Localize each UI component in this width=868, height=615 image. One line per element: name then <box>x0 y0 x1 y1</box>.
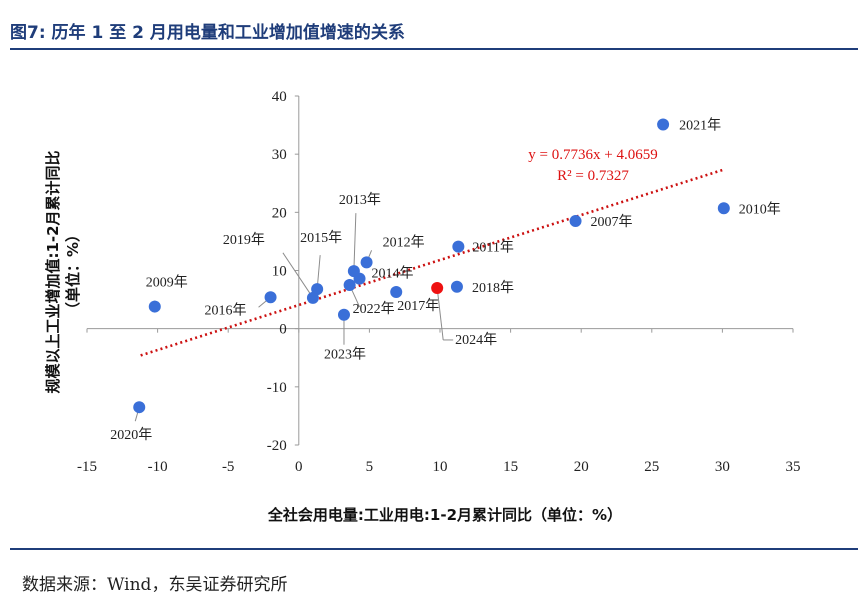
point-label: 2010年 <box>739 201 781 217</box>
point-label: 2012年 <box>383 234 425 250</box>
x-tick-label: 30 <box>715 459 730 475</box>
x-tick-label: -10 <box>148 459 168 475</box>
trendline <box>140 168 723 357</box>
label-leader-line <box>353 213 357 272</box>
point-label: 2019年 <box>223 232 265 248</box>
data-point <box>264 291 277 304</box>
data-point <box>450 280 463 293</box>
y-tick-label: 30 <box>272 147 287 163</box>
title-divider <box>10 48 858 50</box>
data-point <box>353 272 366 285</box>
x-tick-labels: -15 -10 -5 0 5 10 15 20 25 30 35 <box>77 459 801 475</box>
x-axis-label: 全社会用电量:工业用电:1-2月累计同比（单位：%） <box>267 506 622 524</box>
footer-divider <box>10 548 858 550</box>
source-note: 数据来源：Wind，东吴证券研究所 <box>22 575 288 595</box>
trendline-equation: y = 0.7736x + 4.0659 <box>528 147 657 163</box>
point-label: 2016年 <box>205 302 247 318</box>
figure-title: 图7: 历年 1 至 2 月用电量和工业增加值增速的关系 <box>10 23 405 43</box>
point-label: 2017年 <box>397 298 439 314</box>
y-tick-labels: -20 -10 0 10 20 30 40 <box>267 89 287 454</box>
data-point <box>306 291 319 304</box>
point-label: 2020年 <box>110 427 152 443</box>
x-tick-label: 25 <box>644 459 659 475</box>
x-tick-label: -5 <box>222 459 235 475</box>
point-label: 2007年 <box>591 214 633 230</box>
point-label: 2024年 <box>455 332 497 348</box>
data-point <box>343 279 356 292</box>
data-point-highlight <box>431 281 444 294</box>
data-point <box>717 202 730 215</box>
point-label: 2022年 <box>353 301 395 317</box>
point-label: 2014年 <box>372 266 414 282</box>
label-leader-line <box>436 287 444 341</box>
y-tick-label: 0 <box>279 322 287 338</box>
axes <box>86 95 794 446</box>
y-tick-label: -10 <box>267 380 287 396</box>
point-label: 2018年 <box>472 280 514 296</box>
x-tick-label: 35 <box>786 459 801 475</box>
point-label: 2023年 <box>324 347 366 363</box>
x-tick-label: 20 <box>574 459 589 475</box>
data-point <box>569 215 582 228</box>
x-tick-label: 10 <box>433 459 448 475</box>
data-point <box>657 118 670 131</box>
point-labels: 2021年 2010年 2007年 2011年 2012年 2013年 2014年 2015年… <box>110 118 781 444</box>
point-label: 2009年 <box>146 275 188 291</box>
scatter-chart: -15 -10 -5 0 5 10 15 20 25 30 35 -20 -10 0 10 20 30 40 y… <box>44 89 801 524</box>
y-tick-label: -20 <box>267 438 287 454</box>
point-label: 2021年 <box>679 118 721 134</box>
point-label: 2011年 <box>472 240 513 256</box>
label-leader-line <box>282 252 314 299</box>
y-axis-label-line2: （单位：%） <box>64 227 82 317</box>
point-label: 2013年 <box>339 192 381 208</box>
data-point <box>452 240 465 253</box>
y-axis-label: 规模以上工业增加值:1-2月累计同比 （单位：%） <box>44 150 82 393</box>
x-tick-label: 15 <box>503 459 518 475</box>
x-tick-label: 0 <box>295 459 303 475</box>
y-tick-label: 40 <box>272 89 287 105</box>
data-point <box>390 286 403 299</box>
point-label: 2015年 <box>300 230 342 246</box>
data-point <box>148 300 161 313</box>
y-axis-label-line1: 规模以上工业增加值:1-2月累计同比 <box>44 150 62 393</box>
y-tick-label: 10 <box>272 264 287 280</box>
data-point <box>337 308 350 321</box>
data-points <box>133 118 730 414</box>
y-tick-label: 20 <box>272 205 287 221</box>
data-point <box>360 256 373 269</box>
trendline-r2: R² = 0.7327 <box>557 168 629 184</box>
x-tick-label: -15 <box>77 459 97 475</box>
x-tick-label: 5 <box>366 459 374 475</box>
data-point <box>133 401 146 414</box>
